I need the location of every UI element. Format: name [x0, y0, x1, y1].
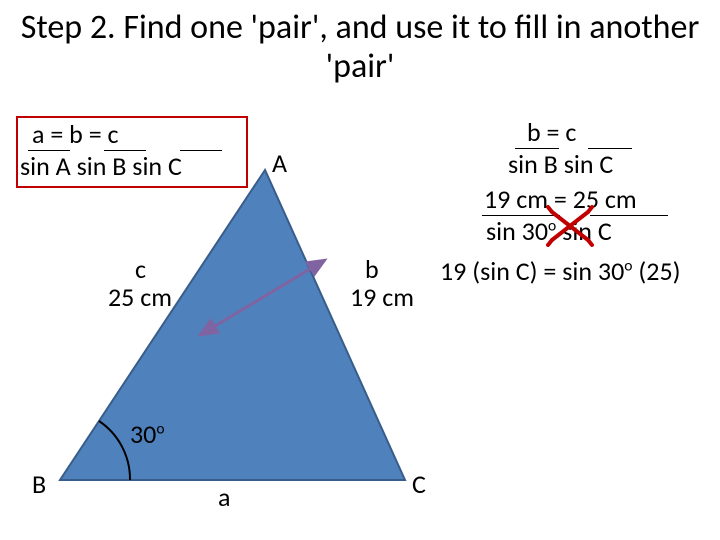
- side-c: c: [135, 255, 146, 284]
- triangle-shape: [60, 170, 405, 480]
- side-c-len: 25 cm: [108, 283, 172, 312]
- vertex-b: B: [32, 470, 46, 499]
- triangle-diagram: [0, 0, 720, 540]
- side-b: b: [365, 255, 379, 284]
- vertex-a: A: [272, 149, 287, 178]
- side-b-len: 19 cm: [350, 283, 414, 312]
- cross-icon: [548, 207, 592, 245]
- side-a: a: [218, 483, 230, 512]
- angle-b-label: 30o: [130, 420, 165, 449]
- vertex-c: C: [412, 470, 426, 499]
- slide: Step 2. Find one 'pair', and use it to f…: [0, 0, 720, 540]
- angle-b-deg: o: [156, 419, 164, 438]
- angle-b-value: 30: [130, 418, 156, 450]
